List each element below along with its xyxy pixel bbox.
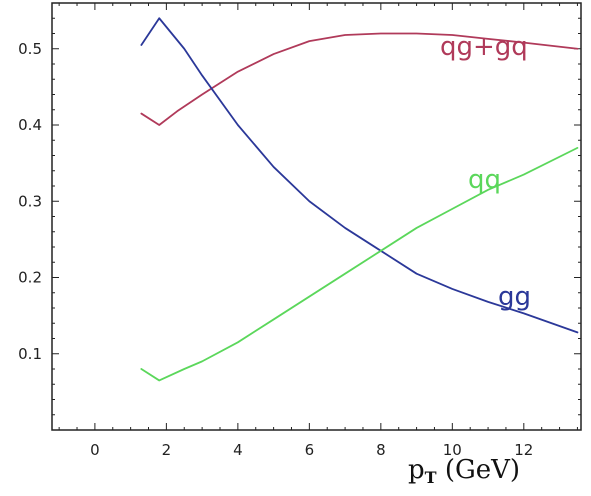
y-tick-label: 0.5 bbox=[18, 40, 42, 58]
x-tick-label: 8 bbox=[376, 441, 386, 459]
x-tick-label: 6 bbox=[305, 441, 315, 459]
x-tick-label: 12 bbox=[514, 441, 533, 459]
series-line-qq bbox=[140, 146, 579, 382]
series-labels: qg+gq gg qq bbox=[440, 32, 531, 312]
x-axis-title: pT (GeV) bbox=[408, 455, 520, 487]
x-tick-label: 4 bbox=[233, 441, 243, 459]
x-tick-label: 10 bbox=[443, 441, 462, 459]
series-label-qq: qq bbox=[468, 165, 501, 195]
series-layer bbox=[140, 17, 579, 382]
y-tick-label: 0.2 bbox=[18, 269, 42, 287]
y-tick-label: 0.3 bbox=[18, 192, 42, 210]
series-label-qg-plus-gq: qg+gq bbox=[440, 32, 528, 62]
x-axis-title-main: p bbox=[408, 455, 425, 485]
x-tick-label: 0 bbox=[90, 441, 100, 459]
series-line-gg bbox=[140, 17, 579, 334]
x-axis-title-subscript: T bbox=[425, 468, 437, 487]
x-tick-label: 2 bbox=[162, 441, 172, 459]
series-line-qg-plus-gq bbox=[140, 32, 579, 126]
x-axis-title-unit: (GeV) bbox=[437, 455, 520, 485]
y-tick-label: 0.4 bbox=[18, 116, 42, 134]
y-tick-label: 0.1 bbox=[18, 345, 42, 363]
axis-ticks: 0.1 0.2 0.3 0.4 0.5 0 2 4 6 8 10 12 bbox=[18, 3, 581, 459]
series-label-gg: gg bbox=[498, 282, 531, 312]
